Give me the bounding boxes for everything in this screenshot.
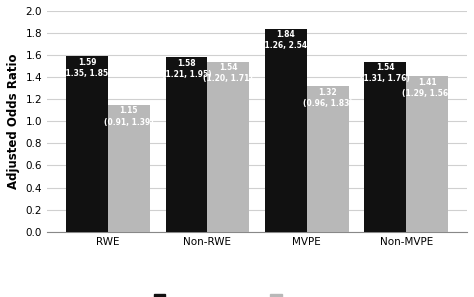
Text: 1.54
(1.20, 1.71): 1.54 (1.20, 1.71) xyxy=(203,63,253,83)
Bar xyxy=(406,76,448,232)
Y-axis label: Adjusted Odds Ratio: Adjusted Odds Ratio xyxy=(7,53,20,189)
Text: 1.59
(1.35, 1.85): 1.59 (1.35, 1.85) xyxy=(62,58,112,78)
Bar xyxy=(265,29,307,232)
Bar xyxy=(108,105,150,232)
Bar xyxy=(365,62,406,232)
Bar xyxy=(66,56,108,232)
Legend: Middle-aged Group, Old-aged group: Middle-aged Group, Old-aged group xyxy=(150,293,364,297)
Text: 1.54
(1.31, 1.76): 1.54 (1.31, 1.76) xyxy=(360,63,410,83)
Text: 1.15
(0.91, 1.39): 1.15 (0.91, 1.39) xyxy=(104,106,154,127)
Text: 1.84
(1.26, 2.54): 1.84 (1.26, 2.54) xyxy=(261,30,310,50)
Text: 1.32
(0.96, 1.83): 1.32 (0.96, 1.83) xyxy=(303,88,353,108)
Bar xyxy=(307,86,348,232)
Bar xyxy=(207,62,249,232)
Bar xyxy=(165,57,207,232)
Text: 1.58
(1.21, 1.95): 1.58 (1.21, 1.95) xyxy=(162,59,211,79)
Text: 1.41
(1.29, 1.56): 1.41 (1.29, 1.56) xyxy=(402,78,452,98)
